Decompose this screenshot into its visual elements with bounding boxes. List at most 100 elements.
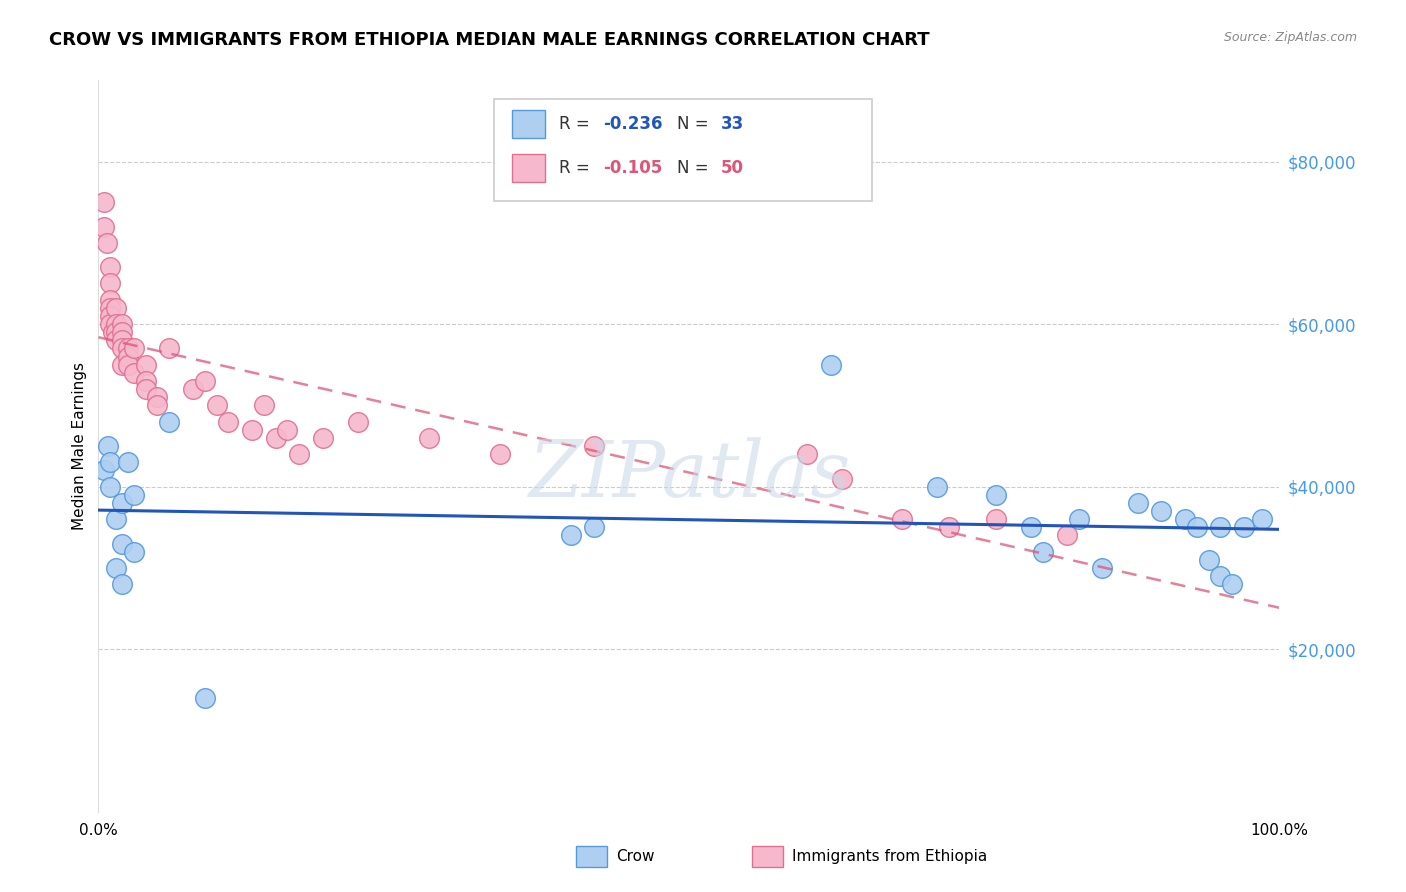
Point bbox=[583, 520, 606, 534]
Point bbox=[925, 480, 948, 494]
Point bbox=[117, 342, 139, 356]
Point bbox=[98, 455, 121, 469]
Point bbox=[98, 317, 121, 331]
Point bbox=[117, 455, 139, 469]
Point bbox=[217, 415, 239, 429]
FancyBboxPatch shape bbox=[512, 111, 546, 138]
Point bbox=[98, 301, 121, 315]
Text: ZIPatlas: ZIPatlas bbox=[527, 437, 851, 514]
Text: Crow: Crow bbox=[616, 849, 654, 863]
Point bbox=[1174, 512, 1197, 526]
Point bbox=[820, 358, 842, 372]
Point bbox=[831, 471, 853, 485]
Point bbox=[111, 334, 134, 348]
Point bbox=[101, 325, 124, 339]
Point bbox=[194, 374, 217, 388]
Text: -0.105: -0.105 bbox=[603, 159, 662, 177]
Point bbox=[1032, 544, 1054, 558]
Point bbox=[1209, 569, 1232, 583]
Point bbox=[117, 358, 139, 372]
Point bbox=[1056, 528, 1078, 542]
Point bbox=[111, 342, 134, 356]
Point bbox=[205, 398, 228, 412]
Text: N =: N = bbox=[678, 159, 714, 177]
Text: Source: ZipAtlas.com: Source: ZipAtlas.com bbox=[1223, 31, 1357, 45]
Point bbox=[105, 301, 128, 315]
Point bbox=[489, 447, 512, 461]
Point bbox=[984, 512, 1007, 526]
Point bbox=[347, 415, 370, 429]
Text: CROW VS IMMIGRANTS FROM ETHIOPIA MEDIAN MALE EARNINGS CORRELATION CHART: CROW VS IMMIGRANTS FROM ETHIOPIA MEDIAN … bbox=[49, 31, 929, 49]
Point bbox=[98, 309, 121, 323]
Point bbox=[111, 325, 134, 339]
Point bbox=[181, 382, 204, 396]
Point bbox=[276, 423, 298, 437]
Text: 50: 50 bbox=[721, 159, 744, 177]
Point bbox=[105, 325, 128, 339]
Point bbox=[98, 480, 121, 494]
Point bbox=[97, 439, 120, 453]
Point bbox=[105, 561, 128, 575]
Point bbox=[1021, 520, 1043, 534]
Point bbox=[253, 398, 276, 412]
Point bbox=[938, 520, 960, 534]
Point bbox=[98, 293, 121, 307]
Point bbox=[418, 431, 440, 445]
Point bbox=[1067, 512, 1090, 526]
FancyBboxPatch shape bbox=[512, 154, 546, 182]
Text: Immigrants from Ethiopia: Immigrants from Ethiopia bbox=[792, 849, 987, 863]
Point bbox=[111, 577, 134, 591]
Point bbox=[146, 398, 169, 412]
Point bbox=[560, 528, 582, 542]
Point bbox=[1220, 577, 1243, 591]
Point bbox=[984, 488, 1007, 502]
Point bbox=[1233, 520, 1256, 534]
Point bbox=[1126, 496, 1149, 510]
Text: N =: N = bbox=[678, 115, 714, 133]
Point bbox=[98, 277, 121, 291]
Point bbox=[122, 488, 145, 502]
Point bbox=[1198, 553, 1220, 567]
Point bbox=[111, 317, 134, 331]
Point bbox=[1209, 520, 1232, 534]
Point bbox=[93, 219, 115, 234]
Point bbox=[117, 350, 139, 364]
Point bbox=[240, 423, 263, 437]
Point bbox=[122, 366, 145, 380]
Point bbox=[312, 431, 335, 445]
Point bbox=[135, 358, 157, 372]
Point bbox=[1185, 520, 1208, 534]
Point bbox=[105, 317, 128, 331]
Point bbox=[98, 260, 121, 275]
Point bbox=[1150, 504, 1173, 518]
Point bbox=[111, 358, 134, 372]
Point bbox=[135, 382, 157, 396]
Point bbox=[1091, 561, 1114, 575]
Point bbox=[194, 690, 217, 705]
Point bbox=[105, 334, 128, 348]
Point bbox=[111, 536, 134, 550]
Point bbox=[157, 415, 180, 429]
Point bbox=[264, 431, 287, 445]
Point bbox=[796, 447, 818, 461]
Point bbox=[96, 235, 118, 250]
Text: R =: R = bbox=[560, 115, 595, 133]
Text: R =: R = bbox=[560, 159, 595, 177]
Point bbox=[583, 439, 606, 453]
Text: -0.236: -0.236 bbox=[603, 115, 662, 133]
Point bbox=[135, 374, 157, 388]
Point bbox=[93, 195, 115, 210]
Point bbox=[122, 342, 145, 356]
Point bbox=[122, 544, 145, 558]
Point bbox=[111, 496, 134, 510]
Point bbox=[288, 447, 311, 461]
Point bbox=[146, 390, 169, 404]
Point bbox=[1250, 512, 1272, 526]
Point bbox=[890, 512, 912, 526]
Point bbox=[105, 512, 128, 526]
FancyBboxPatch shape bbox=[494, 99, 872, 201]
Point bbox=[93, 463, 115, 477]
Y-axis label: Median Male Earnings: Median Male Earnings bbox=[72, 362, 87, 530]
Point bbox=[157, 342, 180, 356]
Text: 33: 33 bbox=[721, 115, 744, 133]
